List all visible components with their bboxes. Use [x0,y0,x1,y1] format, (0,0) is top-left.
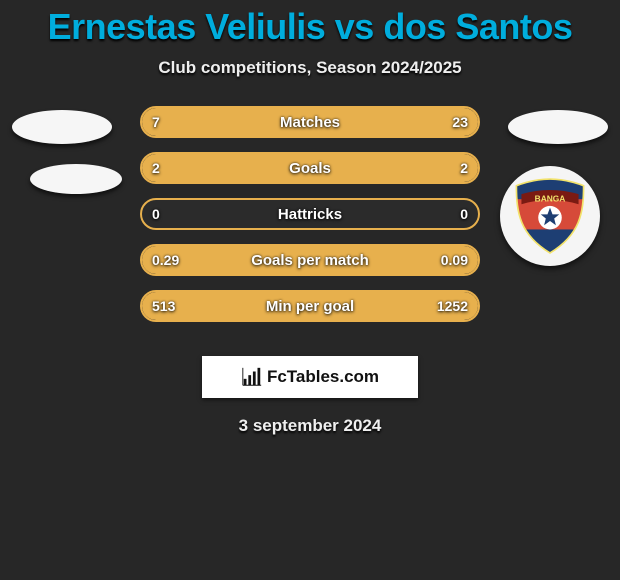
stat-label: Goals per match [251,252,369,269]
stat-label: Min per goal [266,298,354,315]
stat-fill-right [310,154,478,182]
placeholder-ellipse-icon [30,164,122,194]
stat-row: 2 2 Goals [140,152,480,184]
stat-row: 7 23 Matches [140,106,480,138]
left-player-placeholder [12,106,122,194]
date-line: 3 september 2024 [0,416,620,436]
stat-value-left: 0.29 [152,252,179,268]
brand-attribution: FcTables.com [202,356,418,398]
subtitle: Club competitions, Season 2024/2025 [0,58,620,78]
badge-text: BANGA [535,194,566,204]
stat-fill-left [142,154,310,182]
bar-chart-icon [241,366,263,388]
placeholder-ellipse-icon [508,110,608,144]
comparison-arena: BANGA 723Matches22Goals00Hattricks0.290.… [0,106,620,346]
stat-value-left: 513 [152,298,175,314]
stat-row: 513 1252 Min per goal [140,290,480,322]
stat-value-right: 0 [460,206,468,222]
stat-label: Hattricks [278,206,342,223]
stat-value-left: 0 [152,206,160,222]
stat-row: 0 0 Hattricks [140,198,480,230]
stat-row: 0.29 0.09 Goals per match [140,244,480,276]
stat-value-left: 2 [152,160,160,176]
brand-text: FcTables.com [267,367,379,387]
stat-value-right: 0.09 [441,252,468,268]
right-player-placeholder [508,106,608,144]
placeholder-ellipse-icon [12,110,112,144]
club-crest-icon: BANGA [508,174,592,258]
stat-value-right: 2 [460,160,468,176]
stat-value-right: 23 [452,114,468,130]
stat-value-left: 7 [152,114,160,130]
stat-fill-right [219,108,478,136]
stats-list: 7 23 Matches 2 2 Goals 0 0 Hattricks 0.29 0.09 Goal… [140,106,480,336]
stat-label: Goals [289,160,331,177]
stat-value-right: 1252 [437,298,468,314]
page-title: Ernestas Veliulis vs dos Santos [0,0,620,48]
right-club-badge: BANGA [500,166,600,266]
stat-label: Matches [280,114,340,131]
